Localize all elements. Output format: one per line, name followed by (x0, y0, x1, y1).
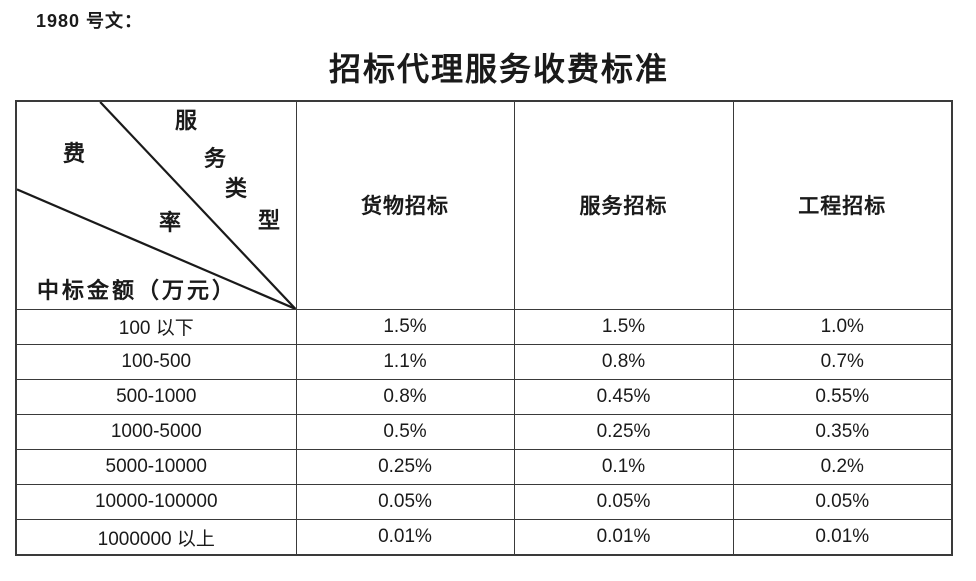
axis-fee-rate-char: 费 (63, 141, 86, 166)
rate-goods: 0.5% (295, 414, 515, 451)
rate-engineering: 0.7% (732, 344, 953, 381)
table-header-row: 服 务 类 型 费 率 中标金额（万元） 货物招标 服务招标 工程招标 (15, 100, 953, 310)
bid-amount-range: 100-500 (15, 344, 297, 381)
rate-engineering: 1.0% (732, 308, 953, 346)
diagonal-corner-content: 服 务 类 型 费 率 中标金额（万元） (17, 102, 296, 309)
rate-service: 0.01% (513, 519, 734, 556)
axis-service-type-char: 服 (175, 108, 198, 133)
table-row: 5000-10000 0.25% 0.1% 0.2% (15, 449, 953, 486)
rate-engineering: 0.05% (732, 484, 953, 521)
document-number-label: 1980 号文： (36, 11, 144, 31)
rate-engineering: 0.55% (732, 379, 953, 416)
rate-goods: 1.1% (295, 344, 515, 381)
rate-service: 0.25% (513, 414, 734, 451)
rate-engineering: 0.01% (732, 519, 953, 556)
rate-goods: 0.25% (295, 449, 515, 486)
table-row: 1000000 以上 0.01% 0.01% 0.01% (15, 519, 953, 556)
rate-goods: 0.8% (295, 379, 515, 416)
bid-amount-range: 5000-10000 (15, 449, 297, 486)
column-header-goods: 货物招标 (295, 100, 515, 310)
rate-service: 0.45% (513, 379, 734, 416)
bid-amount-range: 500-1000 (15, 379, 297, 416)
rate-service: 1.5% (513, 308, 734, 346)
rate-engineering: 0.2% (732, 449, 953, 486)
column-header-engineering: 工程招标 (732, 100, 953, 310)
diagonal-corner-cell: 服 务 类 型 费 率 中标金额（万元） (15, 100, 297, 310)
rate-engineering: 0.35% (732, 414, 953, 451)
rate-goods: 0.01% (295, 519, 515, 556)
page-title: 招标代理服务收费标准 (328, 51, 669, 87)
bid-amount-range: 10000-100000 (15, 484, 297, 521)
bid-amount-range: 1000000 以上 (15, 519, 297, 556)
column-header-service: 服务招标 (513, 100, 734, 310)
table-row: 1000-5000 0.5% 0.25% 0.35% (15, 414, 953, 451)
axis-bid-amount-label: 中标金额（万元） (37, 278, 238, 303)
rate-goods: 0.05% (295, 484, 515, 521)
rate-service: 0.05% (513, 484, 734, 521)
table-row: 100-500 1.1% 0.8% 0.7% (15, 344, 953, 381)
rate-goods: 1.5% (295, 308, 515, 346)
fee-standard-table: 服 务 类 型 费 率 中标金额（万元） 货物招标 服务招标 工程招标 100 … (15, 100, 953, 556)
table-row: 100 以下 1.5% 1.5% 1.0% (15, 308, 953, 346)
axis-service-type-char: 务 (204, 146, 227, 171)
diagonal-split-lines (17, 102, 296, 309)
rate-service: 0.8% (513, 344, 734, 381)
rate-service: 0.1% (513, 449, 734, 486)
table-row: 10000-100000 0.05% 0.05% 0.05% (15, 484, 953, 521)
bid-amount-range: 1000-5000 (15, 414, 297, 451)
axis-service-type-char: 类 (225, 176, 248, 201)
axis-service-type-char: 型 (258, 208, 281, 233)
table-row: 500-1000 0.8% 0.45% 0.55% (15, 379, 953, 416)
bid-amount-range: 100 以下 (15, 308, 297, 346)
axis-fee-rate-char: 率 (159, 210, 182, 235)
